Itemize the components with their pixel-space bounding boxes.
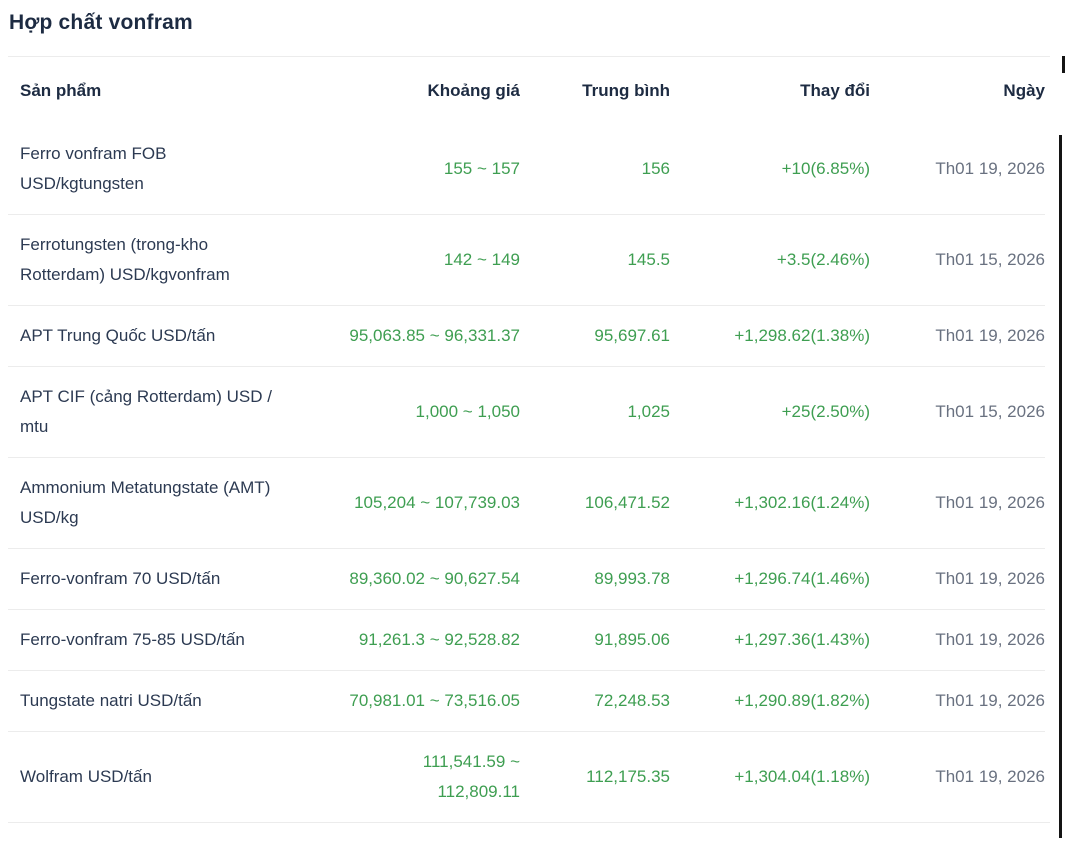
price-range-cell: 89,360.02 ~ 90,627.54: [349, 569, 520, 588]
product-name-cell: Ferro-vonfram 70 USD/tấn: [20, 569, 221, 588]
price-range-cell: 105,204 ~ 107,739.03: [354, 493, 520, 512]
price-range-cell: 155 ~ 157: [443, 159, 520, 178]
price-range-cell: 95,063.85 ~ 96,331.37: [349, 326, 520, 345]
product-name-cell: Ferro vonfram FOB USD/kgtungsten: [20, 144, 167, 193]
average-price-cell: 95,697.61: [594, 326, 670, 345]
product-name-cell: Ferro-vonfram 75-85 USD/tấn: [20, 630, 245, 649]
column-header-product: Sản phẩm: [20, 80, 102, 100]
column-header-average: Trung bình: [582, 80, 670, 100]
price-change-cell: +1,290.89(1.82%): [734, 691, 870, 710]
price-range-cell: 70,981.01 ~ 73,516.05: [349, 691, 520, 710]
average-price-cell: 106,471.52: [584, 493, 670, 512]
column-header-price-range: Khoảng giá: [427, 80, 520, 100]
table-row: Ferrotungsten (trong-kho Rotterdam) USD/…: [8, 214, 1045, 305]
page-title: Hợp chất vonfram: [9, 11, 193, 34]
table-row: Ferro-vonfram 70 USD/tấn 89,360.02 ~ 90,…: [8, 548, 1045, 609]
price-change-cell: +1,297.36(1.43%): [734, 630, 870, 649]
price-change-cell: +25(2.50%): [781, 402, 870, 421]
date-cell: Th01 15, 2026: [935, 250, 1045, 269]
table-row: Wolfram USD/tấn 111,541.59 ~ 112,809.11 …: [8, 731, 1045, 822]
price-range-cell: 111,541.59 ~ 112,809.11: [422, 752, 520, 801]
price-change-cell: +1,298.62(1.38%): [734, 326, 870, 345]
average-price-cell: 91,895.06: [594, 630, 670, 649]
table-row: Ferro vonfram FOB USD/kgtungsten 155 ~ 1…: [8, 124, 1045, 214]
date-cell: Th01 19, 2026: [935, 159, 1045, 178]
price-table: Sản phẩm Khoảng giá Trung bình Thay đổi …: [8, 56, 1050, 823]
date-cell: Th01 19, 2026: [935, 691, 1045, 710]
price-change-cell: +1,304.04(1.18%): [734, 767, 870, 786]
price-range-cell: 142 ~ 149: [443, 250, 520, 269]
price-change-cell: +1,296.74(1.46%): [734, 569, 870, 588]
table-header-row: Sản phẩm Khoảng giá Trung bình Thay đổi …: [8, 57, 1045, 124]
product-name-cell: APT Trung Quốc USD/tấn: [20, 326, 216, 345]
product-name-cell: APT CIF (cảng Rotterdam) USD / mtu: [20, 387, 272, 436]
product-name-cell: Tungstate natri USD/tấn: [20, 691, 202, 710]
table-row: APT CIF (cảng Rotterdam) USD / mtu 1,000…: [8, 366, 1045, 457]
price-change-cell: +3.5(2.46%): [776, 250, 870, 269]
date-cell: Th01 19, 2026: [935, 326, 1045, 345]
column-header-change: Thay đổi: [800, 80, 870, 100]
product-name-cell: Ferrotungsten (trong-kho Rotterdam) USD/…: [20, 235, 230, 284]
scrollbar-tick[interactable]: [1062, 56, 1065, 73]
average-price-cell: 72,248.53: [594, 691, 670, 710]
average-price-cell: 1,025: [627, 402, 670, 421]
date-cell: Th01 19, 2026: [935, 767, 1045, 786]
vertical-scrollbar-thumb[interactable]: [1059, 135, 1062, 838]
table-row: Ammonium Metatungstate (AMT) USD/kg 105,…: [8, 457, 1045, 548]
price-change-cell: +1,302.16(1.24%): [734, 493, 870, 512]
average-price-cell: 156: [641, 159, 670, 178]
date-cell: Th01 19, 2026: [935, 630, 1045, 649]
table-row: Tungstate natri USD/tấn 70,981.01 ~ 73,5…: [8, 670, 1045, 731]
table-row: APT Trung Quốc USD/tấn 95,063.85 ~ 96,33…: [8, 305, 1045, 366]
date-cell: Th01 15, 2026: [935, 402, 1045, 421]
date-cell: Th01 19, 2026: [935, 493, 1045, 512]
price-range-cell: 91,261.3 ~ 92,528.82: [358, 630, 520, 649]
average-price-cell: 89,993.78: [594, 569, 670, 588]
average-price-cell: 145.5: [627, 250, 670, 269]
product-name-cell: Ammonium Metatungstate (AMT) USD/kg: [20, 478, 271, 527]
table-row: Ferro-vonfram 75-85 USD/tấn 91,261.3 ~ 9…: [8, 609, 1045, 670]
column-header-date: Ngày: [1003, 80, 1045, 100]
product-name-cell: Wolfram USD/tấn: [20, 767, 152, 786]
price-change-cell: +10(6.85%): [781, 159, 870, 178]
price-range-cell: 1,000 ~ 1,050: [415, 402, 520, 421]
table-body: Ferro vonfram FOB USD/kgtungsten 155 ~ 1…: [8, 124, 1050, 822]
average-price-cell: 112,175.35: [586, 767, 670, 786]
date-cell: Th01 19, 2026: [935, 569, 1045, 588]
